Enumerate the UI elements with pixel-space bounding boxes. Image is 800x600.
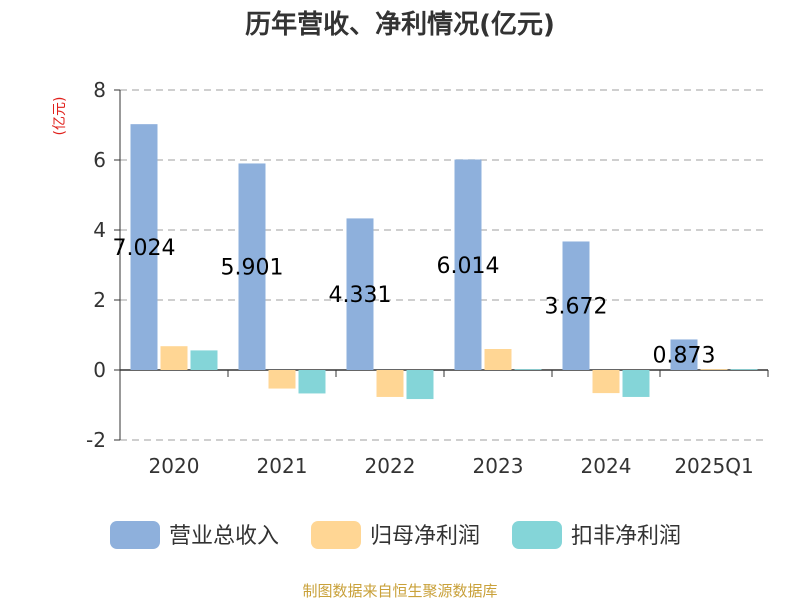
legend-swatch bbox=[512, 521, 562, 549]
y-axis-label: (亿元) bbox=[52, 97, 68, 136]
bar bbox=[514, 369, 542, 370]
legend-swatch bbox=[311, 521, 361, 549]
bar bbox=[298, 370, 326, 394]
data-label: 7.024 bbox=[113, 236, 176, 261]
y-tick-label: 2 bbox=[93, 288, 106, 312]
data-label: 5.901 bbox=[221, 256, 284, 281]
legend-swatch bbox=[110, 521, 160, 549]
legend-label: 营业总收入 bbox=[169, 524, 279, 549]
bar bbox=[592, 370, 620, 394]
bar bbox=[562, 241, 590, 370]
x-tick-label: 2020 bbox=[149, 454, 200, 478]
gridlines bbox=[120, 89, 768, 441]
y-tick-label: 8 bbox=[93, 78, 106, 102]
bar bbox=[130, 124, 158, 370]
data-labels: 7.024 5.901 4.331 6.014 3.672 0.873 bbox=[113, 236, 716, 369]
y-tick-label: -2 bbox=[86, 428, 106, 452]
bar bbox=[190, 350, 218, 370]
bar bbox=[346, 218, 374, 370]
bar bbox=[730, 369, 758, 370]
bars bbox=[130, 124, 758, 400]
x-tick-label: 2021 bbox=[257, 454, 308, 478]
data-label: 6.014 bbox=[437, 254, 500, 279]
data-label: 0.873 bbox=[653, 344, 716, 369]
bar bbox=[406, 370, 434, 400]
legend: 营业总收入 归母净利润 扣非净利润 bbox=[110, 521, 681, 549]
bar bbox=[700, 369, 728, 370]
x-tick-label: 2022 bbox=[365, 454, 416, 478]
chart-title: 历年营收、净利情况(亿元) bbox=[245, 9, 555, 40]
bar bbox=[160, 346, 188, 370]
legend-label: 归母净利润 bbox=[370, 524, 480, 549]
bar bbox=[454, 159, 482, 370]
bar bbox=[622, 370, 650, 397]
bar bbox=[238, 163, 266, 370]
y-tick-label: 4 bbox=[93, 218, 106, 242]
bar bbox=[670, 339, 698, 370]
legend-label: 扣非净利润 bbox=[571, 524, 681, 549]
x-tick-label: 2023 bbox=[473, 454, 524, 478]
y-tick-label: 6 bbox=[93, 148, 106, 172]
data-label: 4.331 bbox=[329, 283, 392, 308]
bar bbox=[268, 370, 296, 389]
x-tick-label: 2025Q1 bbox=[674, 454, 753, 478]
source-note: 制图数据来自恒生聚源数据库 bbox=[302, 582, 497, 600]
bar bbox=[376, 370, 404, 397]
data-label: 3.672 bbox=[545, 295, 608, 320]
axes: -2 0 2 4 6 8 2020 2021 2022 2023 2024 2025Q1 bbox=[86, 78, 769, 478]
y-tick-label: 0 bbox=[93, 358, 106, 382]
x-tick-label: 2024 bbox=[581, 454, 632, 478]
bar bbox=[484, 349, 512, 370]
